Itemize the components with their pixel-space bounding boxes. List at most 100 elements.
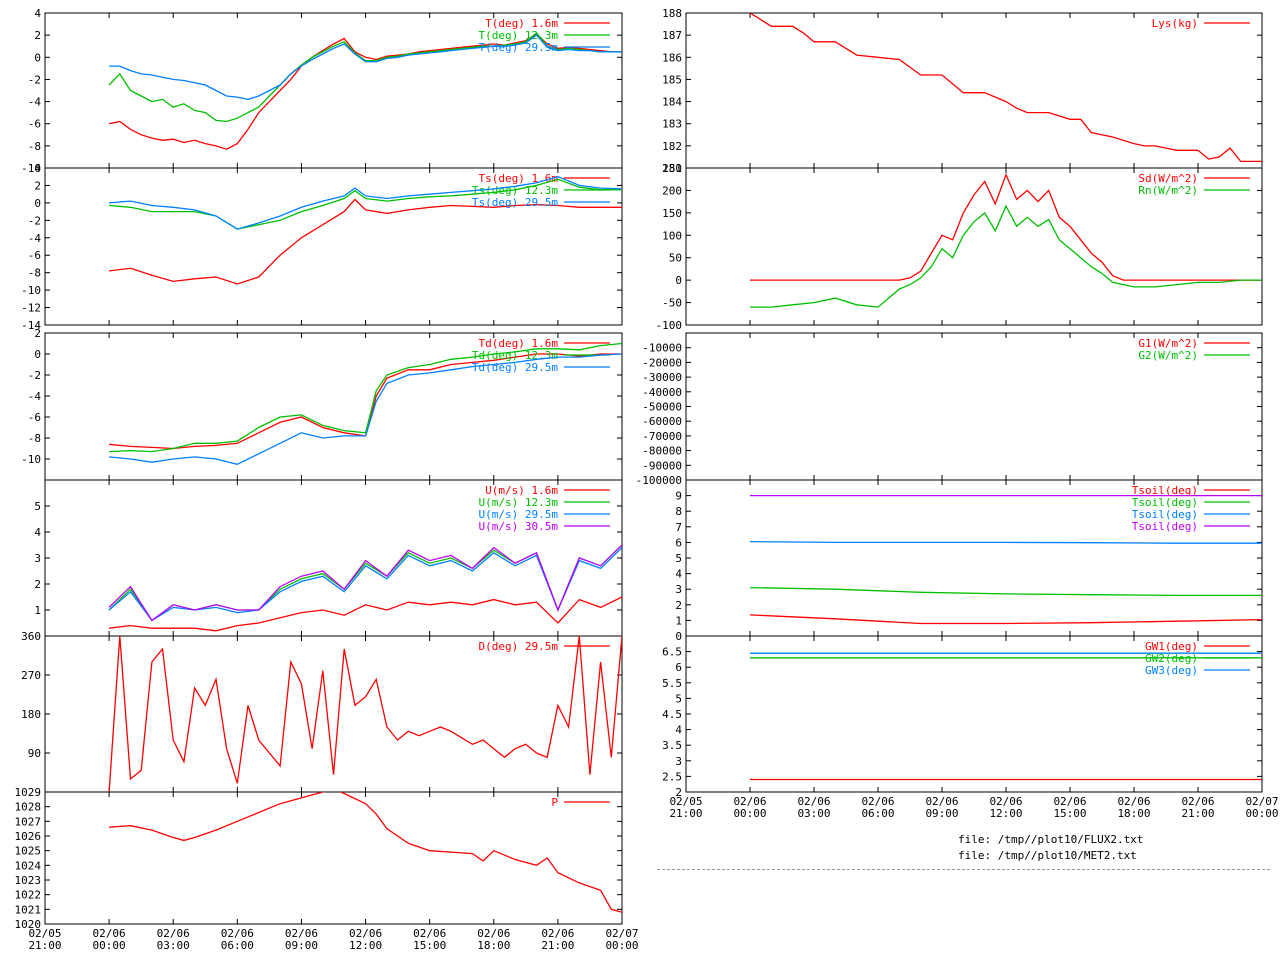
y-tick-label: 5 [34, 500, 41, 513]
y-tick-label: 9 [675, 490, 682, 503]
y-tick-label: -100000 [636, 474, 682, 487]
x-tick-label-left: 15:00 [413, 939, 446, 952]
x-tick-label-right: 21:00 [1181, 807, 1214, 820]
y-tick-label: 5 [675, 692, 682, 705]
y-tick-label: 1028 [15, 801, 42, 814]
y-tick-label: 183 [662, 118, 682, 131]
series-line [108, 547, 622, 622]
legend-label: Tsoil(deg) [1132, 520, 1198, 533]
y-tick-label: 3 [675, 755, 682, 768]
legend-label: G1(W/m^2) [1138, 337, 1198, 350]
legend-label: Sd(W/m^2) [1138, 172, 1198, 185]
series-line [109, 34, 622, 101]
y-tick-label: 2 [34, 179, 41, 192]
x-tick-label-left: 06:00 [221, 939, 254, 952]
y-tick-label: -100 [656, 319, 683, 332]
chart-panel-10: 6.5 6 5.5 5 4.5 4 3.5 3 2.5 2 GW1(deg)GW2(deg)GW3(… [662, 635, 1263, 799]
y-tick-label: -8 [28, 267, 41, 280]
y-tick-label: -50 [662, 297, 682, 310]
y-tick-label: -90000 [642, 459, 682, 472]
y-tick-label: -4 [28, 232, 42, 245]
y-tick-label: -20000 [642, 356, 682, 369]
y-tick-label: 180 [21, 708, 41, 721]
series-line [749, 13, 1262, 163]
series-line [108, 31, 622, 123]
y-tick-label: 2.5 [662, 770, 682, 783]
y-tick-label: 90 [28, 747, 41, 760]
y-tick-label: 2 [675, 786, 682, 799]
y-tick-label: 5.5 [662, 677, 682, 690]
x-tick-label-left: 18:00 [477, 939, 510, 952]
y-tick-label: 270 [21, 669, 41, 682]
y-tick-label: 1020 [15, 918, 42, 931]
legend-label: T(deg) 12.3m [479, 29, 559, 42]
series-line [108, 544, 622, 622]
x-tick-label-right: 02/06 [989, 795, 1022, 808]
x-tick-label-left: 02/06 [413, 927, 446, 940]
y-tick-label: -6 [28, 411, 41, 424]
y-tick-label: 182 [662, 140, 682, 153]
x-tick-label-left: 09:00 [285, 939, 318, 952]
y-tick-label: -2 [28, 73, 41, 86]
series-line [109, 178, 622, 230]
y-tick-label: 250 [662, 162, 682, 175]
y-tick-label: -70000 [642, 430, 682, 443]
y-tick-label: -60000 [642, 415, 682, 428]
series-line [109, 198, 622, 285]
legend-label: Ts(deg) 29.5m [472, 196, 558, 209]
x-tick-label-left: 02/06 [285, 927, 318, 940]
y-tick-label: 4 [34, 526, 41, 539]
legend-label: Ts(deg) 12.3m [472, 184, 558, 197]
separator-line [657, 869, 1270, 870]
y-tick-label: 150 [662, 207, 682, 220]
x-tick-label-right: 21:00 [669, 807, 702, 820]
chart-panel-3: 5 4 3 2 1 U(m/s) 1.6mU(m/s) 12.3mU(m/s) 29.5m… [34, 479, 623, 637]
x-tick-label-left: 02/06 [157, 927, 190, 940]
file-list: file: /tmp//plot10/FLUX2.txt file: /tmp/… [958, 832, 1143, 864]
y-tick-label: 185 [662, 73, 682, 86]
x-tick-label-left: 00:00 [93, 939, 126, 952]
x-tick-label-right: 02/06 [1181, 795, 1214, 808]
y-tick-label: -14 [21, 319, 41, 332]
y-tick-label: -4 [28, 390, 42, 403]
legend-label: GW1(deg) [1145, 640, 1198, 653]
y-tick-label: 0 [34, 348, 41, 361]
y-tick-label: 0 [675, 630, 682, 643]
y-tick-label: 200 [662, 184, 682, 197]
legend-label: Rn(W/m^2) [1138, 184, 1198, 197]
x-tick-label-right: 02/06 [797, 795, 830, 808]
x-tick-label-right: 12:00 [989, 807, 1022, 820]
y-tick-label: 4 [34, 162, 41, 175]
x-tick-label-left: 02/06 [349, 927, 382, 940]
x-tick-label-right: 02/06 [861, 795, 894, 808]
series-line [749, 614, 1262, 625]
y-tick-label: -30000 [642, 371, 682, 384]
x-tick-label-left: 02/06 [93, 927, 126, 940]
file-path-flux: file: /tmp//plot10/FLUX2.txt [958, 833, 1144, 846]
y-tick-label: 188 [662, 7, 682, 20]
legend-label: Tsoil(deg) [1132, 484, 1198, 497]
plot-frame [685, 12, 1263, 169]
y-tick-label: 1022 [15, 889, 42, 902]
y-tick-label: 100 [662, 229, 682, 242]
y-tick-label: -50000 [642, 401, 682, 414]
legend-label: U(m/s) 30.5m [479, 520, 559, 533]
series-line [750, 204, 1262, 308]
y-tick-label: 184 [662, 96, 682, 109]
y-tick-label: 2 [34, 578, 41, 591]
series-line [109, 176, 622, 230]
legend-label: T(deg) 29.5m [479, 41, 559, 54]
series-line [109, 792, 622, 913]
legend-label: Td(deg) 29.5m [472, 361, 558, 374]
x-tick-label-left: 02/05 [28, 927, 61, 940]
x-tick-label-right: 02/06 [1117, 795, 1150, 808]
y-tick-label: 1 [34, 604, 41, 617]
y-tick-label: 2 [34, 327, 41, 340]
y-tick-label: 0 [675, 274, 682, 287]
y-tick-label: -6 [28, 249, 41, 262]
y-tick-label: -6 [28, 118, 41, 131]
x-tick-label-left: 12:00 [349, 939, 382, 952]
